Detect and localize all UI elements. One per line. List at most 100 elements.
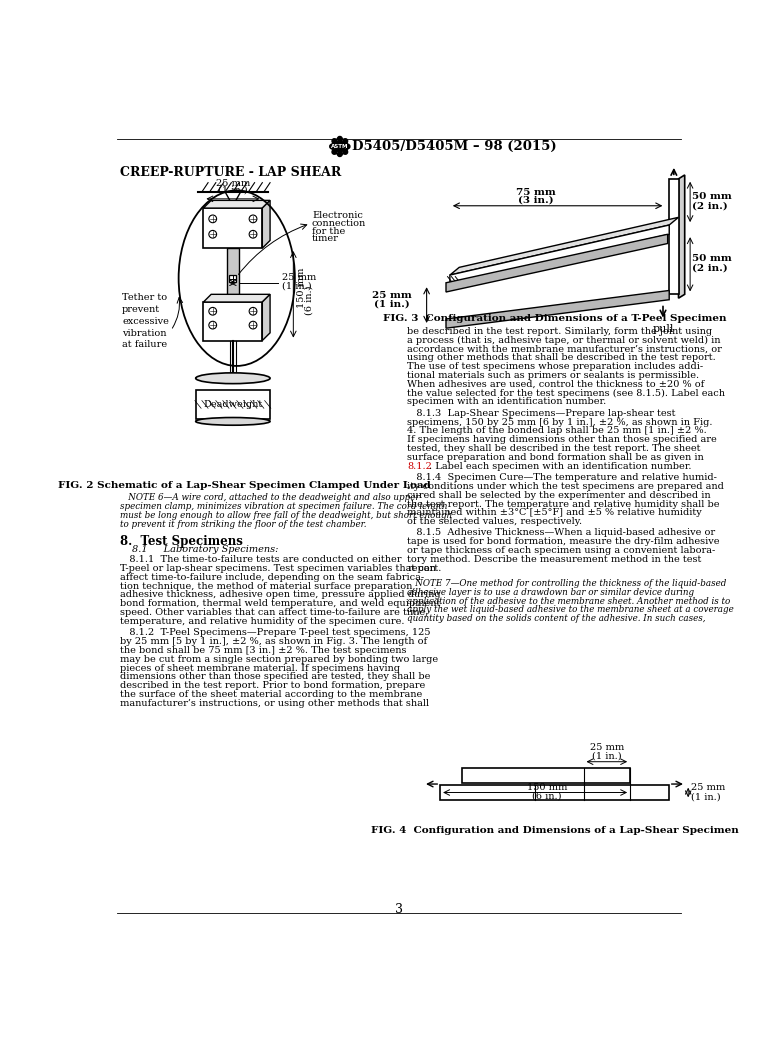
Text: affect time-to-failure include, depending on the seam fabrica-: affect time-to-failure include, dependin…	[121, 573, 425, 582]
Circle shape	[332, 138, 337, 144]
Text: using other methods that shall be described in the test report.: using other methods that shall be descri…	[407, 353, 716, 362]
Circle shape	[330, 144, 335, 149]
Text: 150 mm: 150 mm	[527, 783, 567, 791]
Text: 25 mm: 25 mm	[282, 273, 316, 282]
Text: 8.1.5  Adhesive Thickness—When a liquid-based adhesive or: 8.1.5 Adhesive Thickness—When a liquid-b…	[407, 529, 716, 537]
Text: may be cut from a single section prepared by bonding two large: may be cut from a single section prepare…	[121, 655, 439, 664]
Bar	[230, 276, 237, 282]
Bar	[462, 768, 630, 783]
Bar	[226, 248, 239, 302]
Text: NOTE 6—A wire cord, attached to the deadweight and also upper: NOTE 6—A wire cord, attached to the dead…	[121, 493, 420, 502]
Text: cured shall be selected by the experimenter and described in: cured shall be selected by the experimen…	[407, 490, 711, 500]
Text: tape is used for bond formation, measure the dry-film adhesive: tape is used for bond formation, measure…	[407, 537, 720, 547]
Text: by 25 mm [5 by 1 in.], ±2 %, as shown in Fig. 3. The length of: by 25 mm [5 by 1 in.], ±2 %, as shown in…	[121, 637, 428, 646]
Text: 50 mm: 50 mm	[692, 192, 732, 201]
Text: 25 mm: 25 mm	[216, 179, 250, 188]
Text: (1 in.): (1 in.)	[282, 281, 311, 290]
Bar	[440, 785, 669, 801]
Text: NOTE 7—One method for controlling the thickness of the liquid-based: NOTE 7—One method for controlling the th…	[407, 579, 727, 588]
Text: ASTM: ASTM	[331, 144, 349, 149]
Text: specimens, 150 by 25 mm [6 by 1 in.], ±2 %, as shown in Fig.: specimens, 150 by 25 mm [6 by 1 in.], ±2…	[407, 417, 713, 427]
Text: maintained within ±3°C [±5°F] and ±5 % relative humidity: maintained within ±3°C [±5°F] and ±5 % r…	[407, 508, 702, 517]
Text: (6 in.): (6 in.)	[304, 285, 314, 315]
Polygon shape	[262, 295, 270, 340]
Text: surface preparation and bond formation shall be as given in: surface preparation and bond formation s…	[407, 453, 704, 462]
Text: tion technique, the method of material surface preparation,: tion technique, the method of material s…	[121, 582, 416, 590]
Text: quantity based on the solids content of the adhesive. In such cases,: quantity based on the solids content of …	[407, 614, 706, 624]
Text: tory method. Describe the measurement method in the test: tory method. Describe the measurement me…	[407, 555, 702, 564]
Text: . Label each specimen with an identification number.: . Label each specimen with an identifica…	[429, 462, 692, 471]
Text: manufacturer’s instructions, or using other methods that shall: manufacturer’s instructions, or using ot…	[121, 699, 429, 708]
Text: Tether to
prevent
excessive
vibration
at failure: Tether to prevent excessive vibration at…	[122, 294, 169, 350]
Text: 25 mm: 25 mm	[372, 291, 412, 301]
Text: 3: 3	[394, 904, 403, 916]
Ellipse shape	[196, 417, 270, 425]
Circle shape	[338, 152, 342, 156]
Text: (2 in.): (2 in.)	[692, 201, 728, 210]
Text: described in the test report. Prior to bond formation, prepare: described in the test report. Prior to b…	[121, 681, 426, 690]
Text: accordance with the membrane manufacturer’s instructions, or: accordance with the membrane manufacture…	[407, 345, 722, 353]
Polygon shape	[262, 200, 270, 248]
Polygon shape	[446, 234, 668, 293]
Text: Deadweight: Deadweight	[203, 400, 262, 409]
Text: specimen with an identification number.: specimen with an identification number.	[407, 398, 607, 406]
Text: speed. Other variables that can affect time-to-failure are time,: speed. Other variables that can affect t…	[121, 608, 429, 617]
Text: tested, they shall be described in the test report. The sheet: tested, they shall be described in the t…	[407, 445, 701, 453]
Text: (6 in.): (6 in.)	[532, 792, 562, 801]
Text: 50 mm: 50 mm	[692, 254, 732, 263]
Text: application of the adhesive to the membrane sheet. Another method is to: application of the adhesive to the membr…	[407, 596, 731, 606]
Text: D5405/D5405M – 98 (2015): D5405/D5405M – 98 (2015)	[352, 139, 557, 153]
Polygon shape	[678, 175, 685, 298]
Text: 25 mm: 25 mm	[692, 784, 726, 792]
Circle shape	[345, 144, 350, 149]
Text: bond formation, thermal weld temperature, and weld equipment: bond formation, thermal weld temperature…	[121, 600, 441, 608]
Bar	[196, 389, 270, 420]
Circle shape	[332, 150, 337, 154]
Text: 75 mm: 75 mm	[517, 187, 556, 197]
Polygon shape	[450, 225, 669, 284]
Text: dimensions other than those specified are tested, they shall be: dimensions other than those specified ar…	[121, 672, 431, 682]
Text: adhesive thickness, adhesive open time, pressure applied during: adhesive thickness, adhesive open time, …	[121, 590, 441, 600]
Polygon shape	[450, 218, 678, 275]
Text: to prevent it from striking the floor of the test chamber.: to prevent it from striking the floor of…	[121, 519, 367, 529]
Text: a process (that is, adhesive tape, or thermal or solvent weld) in: a process (that is, adhesive tape, or th…	[407, 335, 720, 345]
Text: report.: report.	[407, 564, 442, 573]
Text: the value selected for the test specimens (see 8.1.5). Label each: the value selected for the test specimen…	[407, 388, 725, 398]
Text: (1 in.): (1 in.)	[218, 186, 247, 195]
Text: FIG. 4  Configuration and Dimensions of a Lap-Shear Specimen: FIG. 4 Configuration and Dimensions of a…	[370, 826, 738, 835]
Text: ity conditions under which the test specimens are prepared and: ity conditions under which the test spec…	[407, 482, 724, 490]
Text: 8.1.3  Lap-Shear Specimens—Prepare lap-shear test: 8.1.3 Lap-Shear Specimens—Prepare lap-sh…	[407, 409, 676, 417]
Text: 8.1.1  The time-to-failure tests are conducted on either: 8.1.1 The time-to-failure tests are cond…	[121, 555, 402, 564]
Text: When adhesives are used, control the thickness to ±20 % of: When adhesives are used, control the thi…	[407, 380, 705, 388]
Text: apply the wet liquid-based adhesive to the membrane sheet at a coverage: apply the wet liquid-based adhesive to t…	[407, 606, 734, 614]
Text: for the: for the	[312, 227, 345, 235]
Text: or tape thickness of each specimen using a convenient labora-: or tape thickness of each specimen using…	[407, 547, 716, 555]
Ellipse shape	[196, 373, 270, 384]
Text: the test report. The temperature and relative humidity shall be: the test report. The temperature and rel…	[407, 500, 720, 508]
Text: tional materials such as primers or sealants is permissible.: tional materials such as primers or seal…	[407, 371, 699, 380]
Circle shape	[343, 150, 348, 154]
Text: Electronic: Electronic	[312, 211, 363, 221]
Text: adhesive layer is to use a drawdown bar or similar device during: adhesive layer is to use a drawdown bar …	[407, 588, 695, 596]
Text: 25 mm: 25 mm	[590, 743, 624, 753]
Circle shape	[335, 142, 345, 152]
Text: 8.  Test Specimens: 8. Test Specimens	[121, 535, 244, 548]
Text: (1 in.): (1 in.)	[592, 752, 622, 760]
Text: (1 in.): (1 in.)	[692, 792, 721, 802]
Text: timer: timer	[312, 234, 338, 244]
Bar	[669, 179, 678, 295]
Text: (3 in.): (3 in.)	[518, 196, 554, 204]
Bar	[203, 208, 262, 248]
Text: be described in the test report. Similarly, form the joint using: be described in the test report. Similar…	[407, 327, 713, 335]
Polygon shape	[446, 290, 669, 328]
Text: 8.1.2: 8.1.2	[407, 462, 432, 471]
Text: connection: connection	[312, 219, 366, 228]
Circle shape	[338, 136, 342, 142]
Text: (2 in.): (2 in.)	[692, 263, 728, 273]
Text: must be long enough to allow free fall of the deadweight, but short enough: must be long enough to allow free fall o…	[121, 511, 453, 519]
Text: the bond shall be 75 mm [3 in.] ±2 %. The test specimens: the bond shall be 75 mm [3 in.] ±2 %. Th…	[121, 645, 407, 655]
Text: pieces of sheet membrane material. If specimens having: pieces of sheet membrane material. If sp…	[121, 663, 401, 672]
Text: of the selected values, respectively.: of the selected values, respectively.	[407, 517, 583, 527]
Text: The use of test specimens whose preparation includes addi-: The use of test specimens whose preparat…	[407, 362, 703, 371]
Circle shape	[343, 138, 348, 144]
